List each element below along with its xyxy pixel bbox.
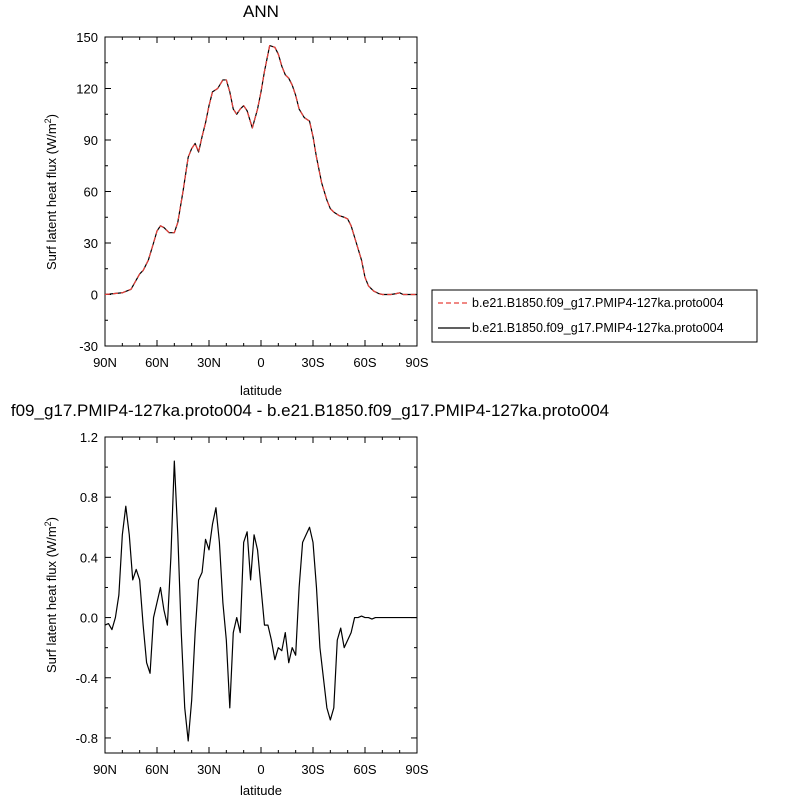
legend-box xyxy=(431,289,758,343)
top-y-tick-label: 90 xyxy=(84,133,98,148)
top-y-tick-label: 30 xyxy=(84,236,98,251)
bottom-series-line-1 xyxy=(104,460,417,742)
bottom-x-tick-label: 30N xyxy=(197,762,221,777)
top-y-tick-label: -30 xyxy=(79,339,98,354)
bottom-x-tick-label: 0 xyxy=(257,762,264,777)
top-x-tick-label: 30N xyxy=(197,355,221,370)
top-x-tick-label: 0 xyxy=(257,355,264,370)
bottom-chart-ylabel: Surf latent heat flux (W/m2) xyxy=(43,517,59,673)
top-chart-title: ANN xyxy=(243,2,279,21)
bottom-x-tick-label: 30S xyxy=(301,762,324,777)
bottom-chart-series xyxy=(104,460,417,742)
bottom-x-tick-label: 90N xyxy=(93,762,117,777)
bottom-chart-xlabel: latitude xyxy=(240,783,282,798)
top-x-tick-label: 60N xyxy=(145,355,169,370)
bottom-y-tick-label: 0.4 xyxy=(80,550,98,565)
top-y-tick-label: 120 xyxy=(76,82,98,97)
bottom-x-tick-label: 90S xyxy=(405,762,428,777)
top-chart: ANN 90N 60N 30N 0 30S 60S 90S-300306090120150 … xyxy=(43,2,429,398)
top-chart-series xyxy=(104,44,417,296)
bottom-y-tick-label: 0.8 xyxy=(80,490,98,505)
top-chart-xlabel: latitude xyxy=(240,383,282,398)
bottom-y-tick-label: 0.0 xyxy=(80,611,98,626)
top-x-tick-label: 90N xyxy=(93,355,117,370)
top-series-line-1 xyxy=(104,44,417,296)
top-y-tick-label: 60 xyxy=(84,185,98,200)
top-x-tick-label: 30S xyxy=(301,355,324,370)
bottom-chart-frame xyxy=(104,436,418,754)
bottom-chart-title: f09_g17.PMIP4-127ka.proto004 - b.e21.B18… xyxy=(11,401,609,420)
top-series-line-2 xyxy=(104,44,417,296)
bottom-y-tick-label: 1.2 xyxy=(80,430,98,445)
bottom-chart-ticks: 90N 60N 30N 0 30S 60S 90S -0.8 -0.4 0.0 0.4 0.8 1.2 xyxy=(76,430,429,777)
top-y-tick-label: 150 xyxy=(76,30,98,45)
top-chart-frame xyxy=(104,36,418,347)
bottom-chart: f09_g17.PMIP4-127ka.proto004 - b.e21.B18… xyxy=(11,401,609,798)
top-x-tick-label: 60S xyxy=(353,355,376,370)
bottom-x-tick-label: 60N xyxy=(145,762,169,777)
bottom-x-tick-label: 60S xyxy=(353,762,376,777)
top-x-tick-label: 90S xyxy=(405,355,428,370)
top-chart-ticks: 90N 60N 30N 0 30S 60S 90S -30 0 30 60 90 120 150 xyxy=(76,30,429,370)
top-y-tick-label: 0 xyxy=(91,288,98,303)
legend: b.e21.B1850.f09_g17.PMIP4-127ka.proto004… xyxy=(431,289,758,343)
legend-entry-1: b.e21.B1850.f09_g17.PMIP4-127ka.proto004 xyxy=(472,296,724,310)
bottom-y-tick-label: -0.8 xyxy=(76,731,98,746)
bottom-y-tick-label: -0.4 xyxy=(76,671,98,686)
top-chart-ylabel: Surf latent heat flux (W/m2) xyxy=(43,114,59,270)
legend-entry-2: b.e21.B1850.f09_g17.PMIP4-127ka.proto004 xyxy=(472,321,724,335)
